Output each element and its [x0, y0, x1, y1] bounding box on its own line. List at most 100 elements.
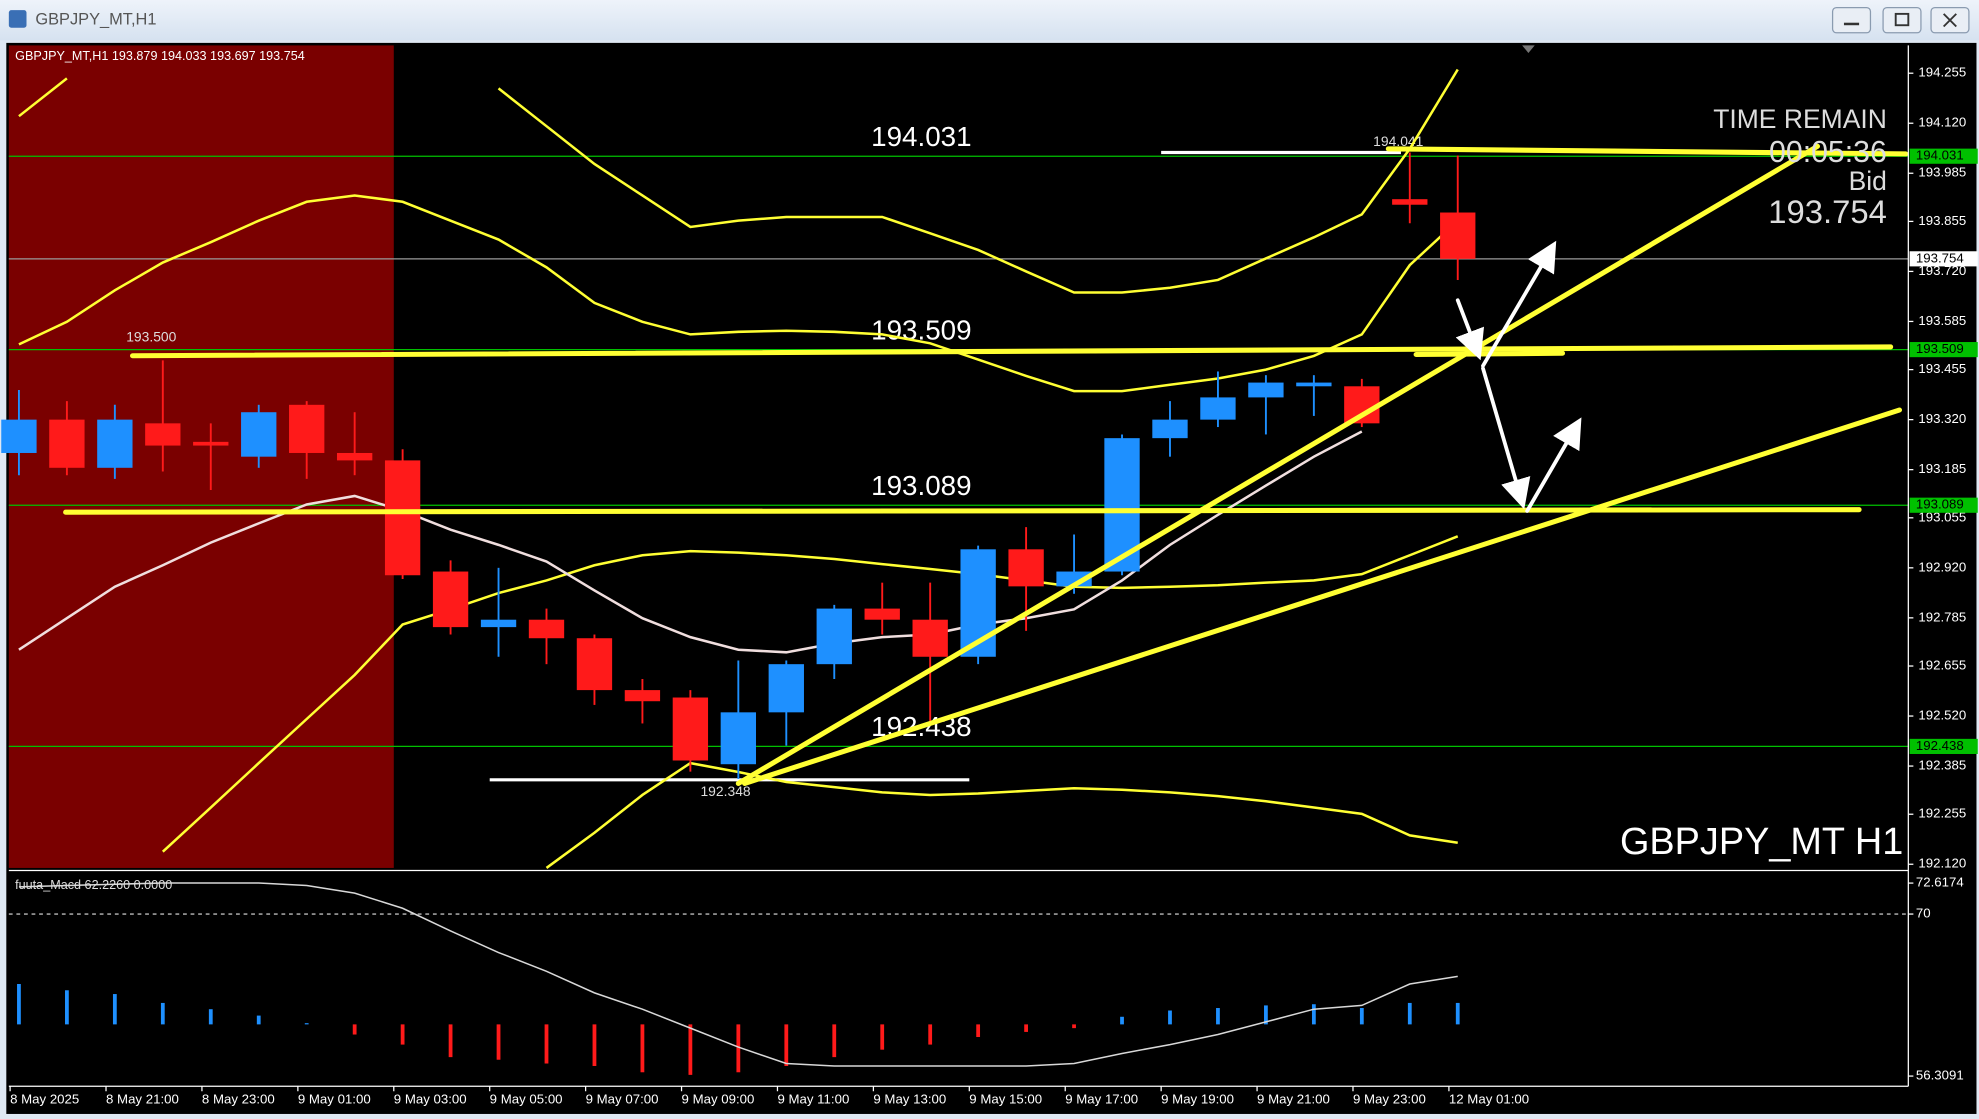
candle-body: [97, 419, 133, 468]
macd-bar: [736, 1024, 741, 1073]
y-tick-label: 192.785: [1918, 609, 1966, 624]
trend-line: [742, 407, 1903, 786]
y-tick-label: 192.520: [1918, 708, 1966, 723]
bid-price-box: [1909, 251, 1978, 267]
macd-bar: [544, 1024, 549, 1064]
chart-header: GBPJPY_MT,H1 193.879 194.033 193.697 193…: [15, 49, 305, 63]
symbol-label: GBPJPY_MT H1: [1620, 821, 1903, 863]
level-price-box: [1909, 497, 1978, 513]
bid-label: Bid: [1849, 166, 1887, 196]
y-tick-label: 193.855: [1918, 213, 1966, 228]
macd-bar: [1407, 1002, 1412, 1025]
app-icon: [8, 10, 27, 28]
macd-bar: [112, 994, 117, 1025]
level-label: 193.509: [871, 314, 971, 345]
macd-bar: [256, 1015, 261, 1025]
macd-bar: [17, 983, 21, 1025]
level-price-label: 194.031: [1916, 148, 1964, 163]
y-tick-label: 193.455: [1918, 361, 1966, 376]
candle-body: [960, 549, 996, 657]
x-tick-label: 12 May 01:00: [1449, 1092, 1529, 1107]
x-tick-label: 8 May 2025: [10, 1092, 79, 1107]
x-tick-label: 9 May 23:00: [1353, 1092, 1426, 1107]
macd-bar: [880, 1024, 885, 1050]
candle-body: [1440, 212, 1476, 259]
x-tick-label: 9 May 09:00: [682, 1092, 755, 1107]
macd-bar: [928, 1024, 933, 1045]
macd-bar: [784, 1024, 789, 1067]
y-tick-label: 194.120: [1918, 115, 1966, 130]
y-tick-label: 193.985: [1918, 165, 1966, 180]
arrow: [1481, 240, 1557, 368]
indicator-line: [18, 77, 68, 118]
candle-body: [480, 619, 517, 628]
macd-bar: [400, 1024, 405, 1045]
candle-body: [1008, 549, 1044, 587]
level-price-box: [1909, 342, 1978, 358]
macd-bar: [688, 1024, 693, 1075]
x-tick-label: 9 May 05:00: [490, 1092, 563, 1107]
y-tick-label: 193.185: [1918, 461, 1966, 476]
candle-body: [289, 404, 325, 453]
x-tick-label: 9 May 19:00: [1161, 1092, 1234, 1107]
candle-body: [624, 690, 661, 702]
macd-tick-label: 72.6174: [1916, 875, 1964, 890]
candle-body: [672, 697, 709, 761]
y-tick-label: 192.920: [1918, 559, 1966, 574]
minimize-button[interactable]: [1831, 6, 1872, 34]
arrow: [1455, 298, 1485, 361]
candle-body: [336, 452, 373, 461]
indicator-line: [161, 535, 1459, 853]
x-tick-label: 9 May 01:00: [298, 1092, 371, 1107]
restore-button[interactable]: [1882, 6, 1922, 34]
x-tick-label: 9 May 17:00: [1065, 1092, 1138, 1107]
macd-bar: [640, 1024, 645, 1073]
candle-body: [720, 712, 757, 765]
macd-bar: [1024, 1024, 1028, 1032]
candle-body: [912, 619, 948, 657]
x-tick-label: 8 May 21:00: [106, 1092, 179, 1107]
y-tick-label: 193.055: [1918, 509, 1966, 524]
macd-line: [18, 882, 1458, 1067]
y-tick-label: 192.655: [1918, 658, 1966, 673]
candle-body: [1200, 397, 1236, 420]
x-tick-label: 9 May 03:00: [394, 1092, 467, 1107]
close-icon: [1942, 13, 1957, 28]
candle-body: [1, 419, 37, 453]
y-tick-label: 192.120: [1918, 856, 1966, 871]
macd-bar: [304, 1023, 309, 1025]
candle-body: [193, 441, 229, 446]
candle-body: [1296, 382, 1332, 387]
level-price-box: [1909, 738, 1978, 754]
trend-line: [1385, 146, 1909, 157]
macd-bar: [592, 1024, 597, 1067]
candle-body: [49, 419, 85, 468]
macd-tick-label: 70: [1916, 906, 1931, 921]
candle-body: [384, 460, 421, 576]
level-price-label: 193.089: [1916, 497, 1964, 512]
y-tick-label: 192.385: [1918, 758, 1966, 773]
macd-bar: [832, 1024, 837, 1058]
macd-bar: [1359, 1008, 1364, 1025]
bid-price-label: 193.754: [1916, 250, 1964, 265]
trend-line: [63, 507, 1862, 515]
macd-bar: [64, 990, 69, 1025]
indicator-line: [545, 761, 1458, 869]
candle-body: [864, 608, 900, 620]
x-tick-label: 9 May 13:00: [873, 1092, 946, 1107]
y-tick-label: 194.255: [1918, 65, 1966, 80]
bid-value: 193.754: [1768, 193, 1887, 230]
drawings: [63, 143, 1909, 786]
restore-icon: [1894, 12, 1910, 27]
title-bar: [0, 0, 1979, 41]
level-price-label: 192.438: [1916, 738, 1964, 753]
macd-bar: [1072, 1024, 1076, 1029]
candle-body: [816, 608, 852, 665]
macd-bar: [1216, 1008, 1220, 1025]
x-tick-label: 8 May 23:00: [202, 1092, 275, 1107]
level-price-label: 193.509: [1916, 341, 1964, 356]
candle-body: [1152, 419, 1188, 439]
macd-bar: [1455, 1002, 1460, 1025]
arrow: [1525, 417, 1582, 513]
